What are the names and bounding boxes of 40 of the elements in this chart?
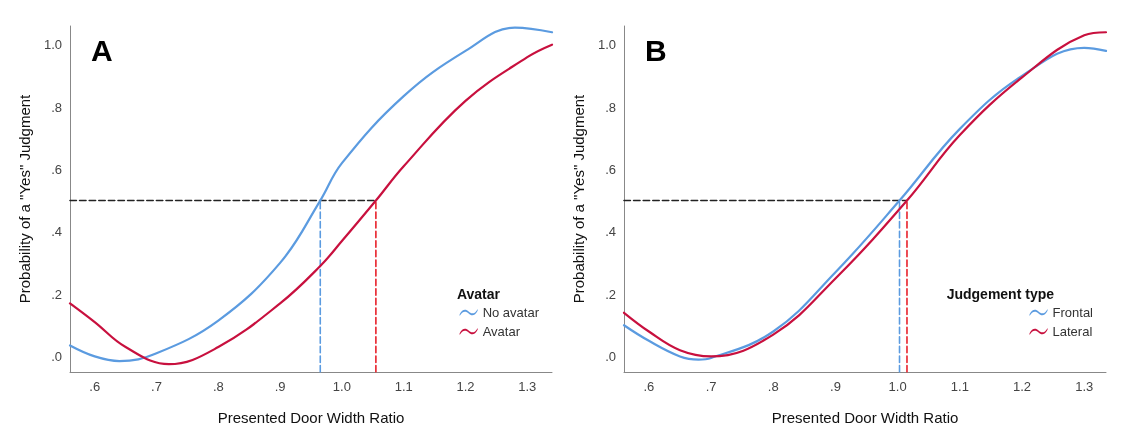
x-tick-label: .8 <box>212 379 224 394</box>
x-tick-label: 1.0 <box>332 379 351 394</box>
x-tick-label: 1.2 <box>1013 379 1032 394</box>
x-tick-label: 1.1 <box>394 379 413 394</box>
legend-title: Avatar <box>456 286 501 302</box>
x-tick-label: 1.3 <box>518 379 537 394</box>
x-tick-label: 1.3 <box>1075 379 1094 394</box>
y-tick-label: .8 <box>605 99 616 115</box>
x-tick-label: .7 <box>705 379 717 394</box>
x-axis-title: Presented Door Width Ratio <box>217 409 405 426</box>
chart-title: A <box>91 33 113 67</box>
y-tick-label: .4 <box>51 224 62 240</box>
y-tick-label: 1.0 <box>597 37 616 53</box>
legend-label: Avatar <box>482 324 521 339</box>
legend-label: Frontal <box>1052 305 1094 320</box>
legend-label: No avatar <box>482 305 540 320</box>
x-axis-title: Presented Door Width Ratio <box>771 409 959 426</box>
x-tick-label: 1.2 <box>456 379 475 394</box>
x-tick-label: 1.0 <box>888 379 907 394</box>
y-tick-label: 1.0 <box>43 37 62 53</box>
y-tick-label: .0 <box>605 348 616 364</box>
legend-title: Judgement type <box>946 286 1055 302</box>
y-tick-label: .6 <box>605 161 616 177</box>
legend-label: Lateral <box>1052 324 1093 339</box>
x-tick-label: .8 <box>767 379 779 394</box>
x-tick-label: .7 <box>151 379 162 394</box>
x-tick-label: .9 <box>830 379 841 394</box>
x-tick-label: .6 <box>89 379 101 394</box>
y-axis-title: Probability of a "Yes" Judgment <box>16 93 33 304</box>
y-axis-title: Probability of a "Yes" Judgment <box>570 93 587 304</box>
y-tick-label: .8 <box>51 99 62 115</box>
x-tick-label: .6 <box>643 379 655 394</box>
y-tick-label: .6 <box>51 161 62 177</box>
y-tick-label: .0 <box>51 348 62 364</box>
y-tick-label: .2 <box>51 286 62 302</box>
x-tick-label: .9 <box>274 379 286 394</box>
y-tick-label: .4 <box>605 224 616 240</box>
chart-title: B <box>645 33 667 67</box>
x-tick-label: 1.1 <box>950 379 969 394</box>
y-tick-label: .2 <box>605 286 616 302</box>
